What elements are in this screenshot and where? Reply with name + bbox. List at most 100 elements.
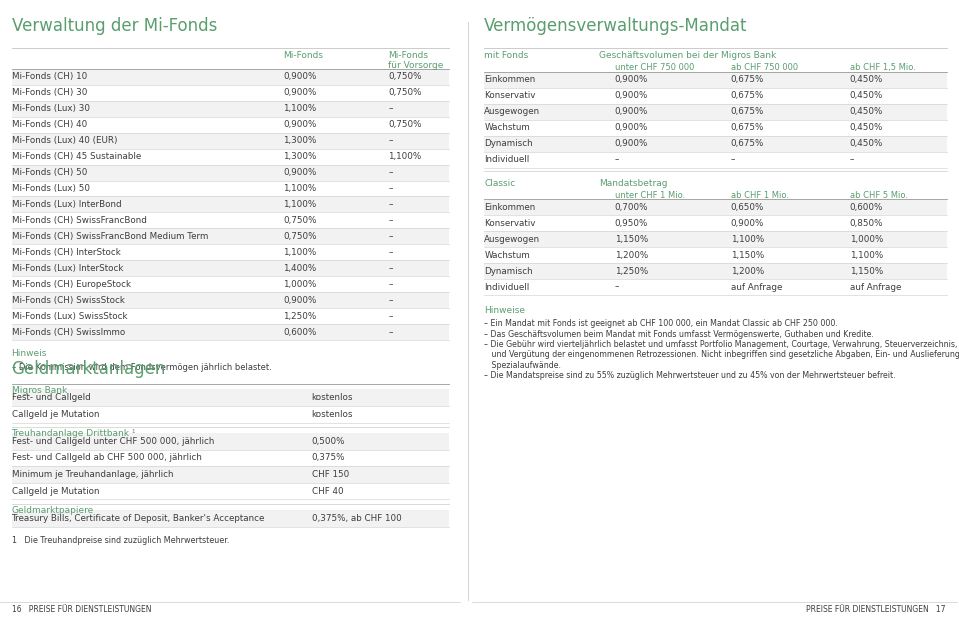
Text: für Vorsorge: für Vorsorge [388, 61, 444, 71]
Text: Ausgewogen: Ausgewogen [484, 235, 541, 244]
Text: Mi-Fonds (Lux) InterBond: Mi-Fonds (Lux) InterBond [12, 200, 121, 209]
Text: –: – [615, 282, 620, 292]
Text: 0,750%: 0,750% [283, 232, 316, 241]
Text: 0,900%: 0,900% [615, 123, 648, 132]
Text: 0,650%: 0,650% [731, 202, 764, 212]
Text: –: – [388, 296, 393, 305]
Text: Mi-Fonds (CH) SwissImmo: Mi-Fonds (CH) SwissImmo [12, 327, 125, 337]
FancyBboxPatch shape [484, 136, 947, 152]
Text: 1,000%: 1,000% [283, 280, 316, 289]
Text: Geldmarktanlagen: Geldmarktanlagen [12, 360, 166, 378]
Text: –: – [850, 155, 854, 164]
Text: –: – [388, 264, 393, 273]
FancyBboxPatch shape [12, 292, 449, 308]
Text: Individuell: Individuell [484, 282, 529, 292]
FancyBboxPatch shape [12, 69, 449, 85]
Text: ab CHF 5 Mio.: ab CHF 5 Mio. [850, 191, 907, 199]
Text: Mi-Fonds (CH) InterStock: Mi-Fonds (CH) InterStock [12, 248, 120, 257]
Text: 0,900%: 0,900% [731, 219, 764, 228]
Text: Classic: Classic [484, 179, 516, 188]
Text: Mi-Fonds: Mi-Fonds [388, 51, 429, 61]
Text: Vermögensverwaltungs-Mandat: Vermögensverwaltungs-Mandat [484, 17, 748, 35]
FancyBboxPatch shape [484, 263, 947, 279]
Text: Mi-Fonds (CH) 45 Sustainable: Mi-Fonds (CH) 45 Sustainable [12, 152, 141, 161]
Text: 16   PREISE FÜR DIENSTLEISTUNGEN: 16 PREISE FÜR DIENSTLEISTUNGEN [12, 605, 151, 614]
Text: 0,375%: 0,375% [312, 454, 345, 462]
Text: Dynamisch: Dynamisch [484, 139, 533, 148]
Text: Callgeld je Mutation: Callgeld je Mutation [12, 487, 99, 496]
Text: ab CHF 750 000: ab CHF 750 000 [731, 63, 798, 72]
Text: –: – [388, 248, 393, 257]
Text: Hinweise: Hinweise [484, 306, 526, 315]
FancyBboxPatch shape [12, 101, 449, 116]
Text: Hinweis: Hinweis [12, 350, 47, 358]
Text: – Ein Mandat mit Fonds ist geeignet ab CHF 100 000, ein Mandat Classic ab CHF 25: – Ein Mandat mit Fonds ist geeignet ab C… [484, 319, 838, 328]
FancyBboxPatch shape [484, 72, 947, 88]
FancyBboxPatch shape [12, 196, 449, 212]
Text: 0,900%: 0,900% [283, 72, 316, 81]
Text: – Die Kommission wird dem Fondsvermögen jährlich belastet.: – Die Kommission wird dem Fondsvermögen … [12, 363, 271, 372]
Text: und Vergütung der eingenommenen Retrozessionen. Nicht inbegriffen sind gesetzlic: und Vergütung der eingenommenen Retrozes… [484, 350, 959, 360]
FancyBboxPatch shape [484, 104, 947, 119]
Text: 1,100%: 1,100% [850, 251, 883, 259]
Text: 0,900%: 0,900% [283, 88, 316, 97]
Text: kostenlos: kostenlos [312, 410, 353, 418]
Text: 0,750%: 0,750% [388, 120, 422, 129]
Text: –: – [388, 327, 393, 337]
Text: 0,950%: 0,950% [615, 219, 648, 228]
Text: Treuhandanlage Drittbank ¹: Treuhandanlage Drittbank ¹ [12, 430, 136, 438]
FancyBboxPatch shape [12, 510, 449, 527]
Text: – Das Geschäftsvolumen beim Mandat mit Fonds umfasst Vermögenswerte, Guthaben un: – Das Geschäftsvolumen beim Mandat mit F… [484, 329, 875, 339]
Text: 1,100%: 1,100% [283, 104, 316, 113]
Text: 0,600%: 0,600% [850, 202, 883, 212]
Text: Einkommen: Einkommen [484, 202, 535, 212]
Text: Einkommen: Einkommen [484, 76, 535, 84]
Text: Mi-Fonds (CH) 40: Mi-Fonds (CH) 40 [12, 120, 86, 129]
Text: 1,300%: 1,300% [283, 136, 316, 145]
Text: Mandatsbetrag: Mandatsbetrag [599, 179, 667, 188]
Text: Mi-Fonds (CH) 50: Mi-Fonds (CH) 50 [12, 168, 87, 177]
Text: 0,450%: 0,450% [850, 123, 883, 132]
FancyBboxPatch shape [12, 433, 449, 449]
Text: Mi-Fonds (Lux) 50: Mi-Fonds (Lux) 50 [12, 184, 89, 193]
Text: kostenlos: kostenlos [312, 393, 353, 402]
Text: Konservativ: Konservativ [484, 91, 536, 100]
Text: –: – [388, 104, 393, 113]
Text: Minimum je Treuhandanlage, jährlich: Minimum je Treuhandanlage, jährlich [12, 470, 173, 479]
Text: 1,100%: 1,100% [283, 248, 316, 257]
Text: – Die Gebühr wird vierteljährlich belastet und umfasst Portfolio Management, Cou: – Die Gebühr wird vierteljährlich belast… [484, 340, 959, 349]
Text: 1,100%: 1,100% [283, 184, 316, 193]
Text: ab CHF 1,5 Mio.: ab CHF 1,5 Mio. [850, 63, 916, 72]
Text: 0,500%: 0,500% [312, 437, 345, 446]
Text: 0,750%: 0,750% [388, 72, 422, 81]
Text: –: – [615, 155, 620, 164]
Text: 0,900%: 0,900% [283, 296, 316, 305]
Text: 0,675%: 0,675% [731, 123, 764, 132]
FancyBboxPatch shape [12, 466, 449, 483]
Text: –: – [388, 280, 393, 289]
Text: Mi-Fonds (Lux) InterStock: Mi-Fonds (Lux) InterStock [12, 264, 123, 273]
Text: 1,300%: 1,300% [283, 152, 316, 161]
Text: auf Anfrage: auf Anfrage [850, 282, 901, 292]
Text: 0,450%: 0,450% [850, 91, 883, 100]
Text: 1,100%: 1,100% [388, 152, 422, 161]
Text: Fest- und Callgeld ab CHF 500 000, jährlich: Fest- und Callgeld ab CHF 500 000, jährl… [12, 454, 201, 462]
Text: Mi-Fonds (CH) SwissStock: Mi-Fonds (CH) SwissStock [12, 296, 125, 305]
Text: Mi-Fonds (CH) SwissFrancBond: Mi-Fonds (CH) SwissFrancBond [12, 216, 147, 225]
Text: 1,250%: 1,250% [615, 267, 648, 275]
Text: 0,850%: 0,850% [850, 219, 883, 228]
Text: Spezialaufwände.: Spezialaufwände. [484, 361, 561, 370]
Text: 0,450%: 0,450% [850, 139, 883, 148]
Text: Mi-Fonds (CH) SwissFrancBond Medium Term: Mi-Fonds (CH) SwissFrancBond Medium Term [12, 232, 208, 241]
Text: –: – [388, 184, 393, 193]
Text: 0,600%: 0,600% [283, 327, 316, 337]
Text: –: – [388, 232, 393, 241]
Text: 1,100%: 1,100% [731, 235, 764, 244]
Text: 0,700%: 0,700% [615, 202, 648, 212]
Text: –: – [388, 216, 393, 225]
Text: Mi-Fonds: Mi-Fonds [283, 51, 323, 61]
Text: Mi-Fonds (CH) 30: Mi-Fonds (CH) 30 [12, 88, 87, 97]
Text: unter CHF 1 Mio.: unter CHF 1 Mio. [615, 191, 685, 199]
Text: Treasury Bills, Certificate of Deposit, Banker's Acceptance: Treasury Bills, Certificate of Deposit, … [12, 514, 265, 522]
Text: 1,150%: 1,150% [615, 235, 648, 244]
